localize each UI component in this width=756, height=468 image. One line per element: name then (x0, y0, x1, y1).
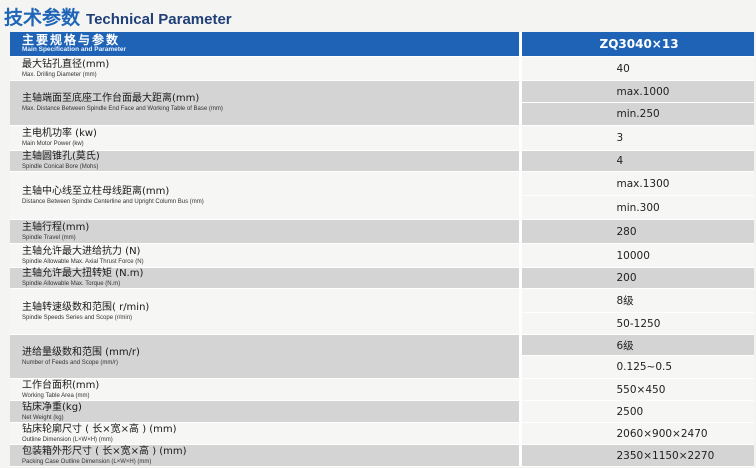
table-header-row: 主要规格与参数 Main Specification and Parameter… (10, 32, 754, 57)
param-cn: 主轴圆锥孔(莫氏) (22, 151, 100, 162)
value-cell: min.250 (520, 102, 754, 126)
table-row: 50-1250 (10, 312, 754, 335)
param-en: Net Weight (kg) (22, 414, 64, 421)
param-cell: 钻床轮廓尺寸 ( 长×宽×高 ) (mm) Outline Dimension … (10, 422, 522, 445)
param-cn: 进给量级数和范围 (mm/r) (22, 346, 140, 358)
table-row: 钻床轮廓尺寸 ( 长×宽×高 ) (mm) Outline Dimension … (10, 422, 754, 445)
param-cn: 工作台面积(mm) (22, 379, 100, 391)
table-row: 主轴行程(mm) Spindle Travel (mm) 280 (10, 219, 754, 244)
header-model: ZQ3040×13 (520, 32, 754, 57)
param-en: Outline Dimension (L×W×H) (mm) (22, 436, 113, 443)
param-cn: 主轴行程(mm) (22, 221, 90, 233)
value-cell: 280 (520, 219, 754, 244)
param-cn: 钻床轮廓尺寸 ( 长×宽×高 ) (mm) (22, 423, 177, 435)
param-cell: 主轴圆锥孔(莫氏) Spindle Conical Bore (Mohs) (10, 150, 522, 172)
param-en: Spindle Conical Bore (Mohs) (22, 164, 99, 170)
value-cell: max.1300 (520, 171, 754, 196)
param-en: Main Motor Power (kw) (22, 141, 84, 147)
param-cell: 主轴允许最大进给抗力 (N) Spindle Allowable Max. Ax… (10, 243, 522, 268)
value-cell: 3 (520, 125, 754, 151)
value-cell: 10000 (520, 243, 754, 268)
param-en: Spindle Allowable Max. Torque (N.m) (22, 281, 121, 287)
parameter-table: 主要规格与参数 Main Specification and Parameter… (10, 32, 754, 467)
param-cn: 主轴允许最大进给抗力 (N) (22, 245, 141, 257)
param-en: Packing Case Outline Dimension (L×W×H) (… (22, 458, 152, 465)
param-cn: 主电机功率 (kw) (22, 128, 97, 139)
table-row: min.250 (10, 102, 754, 126)
page-title: 技术参数 Technical Parameter (4, 3, 232, 29)
param-cn: 最大钻孔直径(mm) (22, 58, 110, 70)
table-row: 包装箱外形尺寸 ( 长×宽×高 ) (mm) Packing Case Outl… (10, 444, 754, 467)
value-cell: 4 (520, 150, 754, 172)
header-param-cell: 主要规格与参数 Main Specification and Parameter (10, 32, 522, 57)
title-chinese: 技术参数 (4, 7, 81, 29)
value-cell: min.300 (520, 195, 754, 220)
table-row: 最大钻孔直径(mm) Max. Drilling Diameter (mm) 4… (10, 56, 754, 81)
header-param-cn: 主要规格与参数 (22, 33, 121, 47)
table-row: 钻床净重(kg) Net Weight (kg) 2500 (10, 400, 754, 423)
param-en: Max. Distance Between Spindle End Face a… (22, 106, 223, 112)
param-cn: 主轴允许最大扭转矩 (N.m) (22, 268, 144, 279)
param-cell: 主轴端面至底座工作台面最大距离(mm) Max. Distance Betwee… (10, 80, 522, 126)
param-en: Working Table Area (mm) (22, 392, 90, 399)
param-cell: 主轴转速级数和范围( r/min) Spindle Speeds Series … (10, 288, 522, 335)
value-cell: 8级 (520, 288, 754, 313)
param-en: Spindle Travel (mm) (22, 234, 76, 241)
param-cell: 最大钻孔直径(mm) Max. Drilling Diameter (mm) (10, 56, 522, 81)
param-cn: 主轴中心线至立柱母线距离(mm) (22, 185, 170, 197)
value-cell: 40 (520, 56, 754, 81)
table-row: 主轴转速级数和范围( r/min) Spindle Speeds Series … (10, 288, 754, 335)
param-en: Spindle Allowable Max. Axial Thrust Forc… (22, 258, 144, 265)
table-row: 主轴中心线至立柱母线距离(mm) Distance Between Spindl… (10, 171, 754, 220)
param-en: Number of Feeds and Scope (mm/r) (22, 359, 119, 366)
table-row: 工作台面积(mm) Working Table Area (mm) 550×45… (10, 378, 754, 401)
param-cn: 包装箱外形尺寸 ( 长×宽×高 ) (mm) (22, 445, 187, 457)
table-row: min.300 (10, 195, 754, 220)
value-cell: 50-1250 (520, 312, 754, 335)
table-row: 主电机功率 (kw) Main Motor Power (kw) 3 (10, 125, 754, 151)
param-en: Max. Drilling Diameter (mm) (22, 71, 97, 78)
param-cell: 主电机功率 (kw) Main Motor Power (kw) (10, 125, 522, 151)
table-row: 0.125~0.5 (10, 355, 754, 379)
value-cell: 200 (520, 267, 754, 289)
table-row: 主轴允许最大进给抗力 (N) Spindle Allowable Max. Ax… (10, 243, 754, 268)
value-cell: 6级 (520, 334, 754, 356)
value-cell: 2350×1150×2270 (520, 444, 754, 467)
param-cell: 钻床净重(kg) Net Weight (kg) (10, 400, 522, 423)
value-cell: 2060×900×2470 (520, 422, 754, 445)
param-cell: 包装箱外形尺寸 ( 长×宽×高 ) (mm) Packing Case Outl… (10, 444, 522, 467)
param-cn: 主轴转速级数和范围( r/min) (22, 301, 150, 313)
header-param-en: Main Specification and Parameter (22, 46, 127, 53)
param-cell: 主轴中心线至立柱母线距离(mm) Distance Between Spindl… (10, 171, 522, 220)
param-cell: 主轴行程(mm) Spindle Travel (mm) (10, 219, 522, 244)
table-row: 主轴端面至底座工作台面最大距离(mm) Max. Distance Betwee… (10, 80, 754, 126)
param-cell: 工作台面积(mm) Working Table Area (mm) (10, 378, 522, 401)
title-english: Technical Parameter (86, 11, 232, 28)
table-row: 主轴允许最大扭转矩 (N.m) Spindle Allowable Max. T… (10, 267, 754, 289)
param-cn: 主轴端面至底座工作台面最大距离(mm) (22, 93, 200, 104)
param-cn: 钻床净重(kg) (22, 401, 82, 413)
param-en: Distance Between Spindle Centerline and … (22, 198, 204, 205)
param-cell: 主轴允许最大扭转矩 (N.m) Spindle Allowable Max. T… (10, 267, 522, 289)
table-row: 进给量级数和范围 (mm/r) Number of Feeds and Scop… (10, 334, 754, 379)
value-cell: 0.125~0.5 (520, 355, 754, 379)
param-en: Spindle Speeds Series and Scope (r/min) (22, 314, 133, 321)
value-cell: max.1000 (520, 80, 754, 103)
value-cell: 550×450 (520, 378, 754, 401)
table-row: 主轴圆锥孔(莫氏) Spindle Conical Bore (Mohs) 4 (10, 150, 754, 172)
param-cell: 进给量级数和范围 (mm/r) Number of Feeds and Scop… (10, 334, 522, 379)
value-cell: 2500 (520, 400, 754, 423)
